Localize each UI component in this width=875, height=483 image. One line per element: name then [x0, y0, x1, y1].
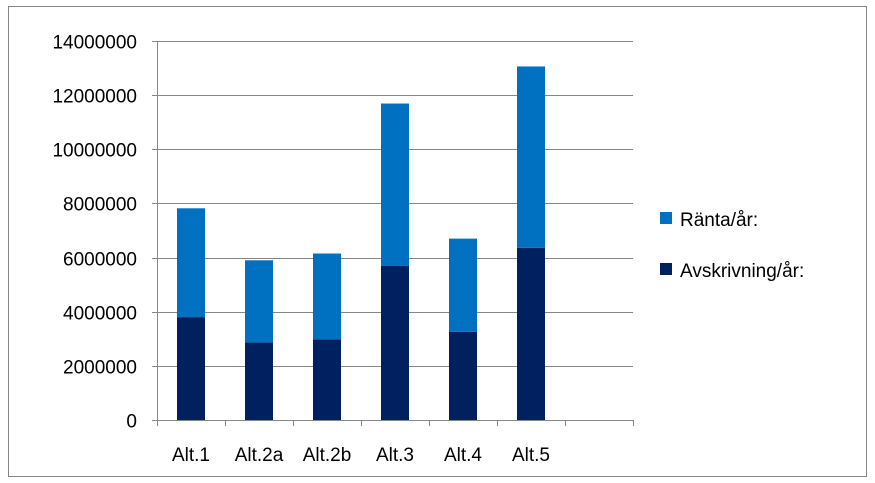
- y-tick-label: 10000000: [52, 141, 137, 162]
- x-tick-label: Alt.3: [376, 445, 414, 466]
- bar-segment: [313, 253, 341, 340]
- y-tick-labels: 0 2000000 4000000 6000000 8000000 10000000 120…: [52, 33, 137, 433]
- legend-swatch: [660, 263, 672, 275]
- legend-label: Ränta/år:: [680, 210, 758, 231]
- legend-label: Avskrivning/år:: [680, 261, 804, 282]
- bar-segment: [381, 265, 409, 420]
- bars: [177, 66, 545, 420]
- bar-segment: [517, 66, 545, 248]
- y-tick-label: 12000000: [52, 87, 137, 108]
- x-tick-label: Alt.2b: [303, 445, 352, 466]
- bar-segment: [449, 331, 477, 420]
- y-tick-label: 0: [126, 412, 137, 433]
- bar-segment: [313, 339, 341, 420]
- x-tick-label: Alt.2a: [235, 445, 284, 466]
- y-tick-label: 14000000: [52, 33, 137, 54]
- legend: Ränta/år: Avskrivning/år:: [660, 210, 804, 282]
- x-tick-label: Alt.1: [172, 445, 210, 466]
- bar-segment: [245, 260, 273, 343]
- chart-border: [8, 6, 867, 477]
- x-tick-label: Alt.5: [512, 445, 550, 466]
- y-tick-label: 2000000: [63, 358, 137, 379]
- x-tick-label: Alt.4: [444, 445, 482, 466]
- bar-segment: [177, 208, 205, 318]
- y-tick-label: 4000000: [63, 304, 137, 325]
- legend-swatch: [660, 212, 672, 224]
- y-tick-label: 8000000: [63, 195, 137, 216]
- bar-segment: [517, 247, 545, 420]
- bar-segment: [245, 342, 273, 420]
- bar-segment: [381, 103, 409, 266]
- bar-segment: [177, 317, 205, 420]
- y-tick-label: 6000000: [63, 250, 137, 271]
- axes: [157, 41, 634, 426]
- bar-segment: [449, 238, 477, 332]
- x-tick-labels: Alt.1 Alt.2a Alt.2b Alt.3 Alt.4 Alt.5: [172, 445, 550, 466]
